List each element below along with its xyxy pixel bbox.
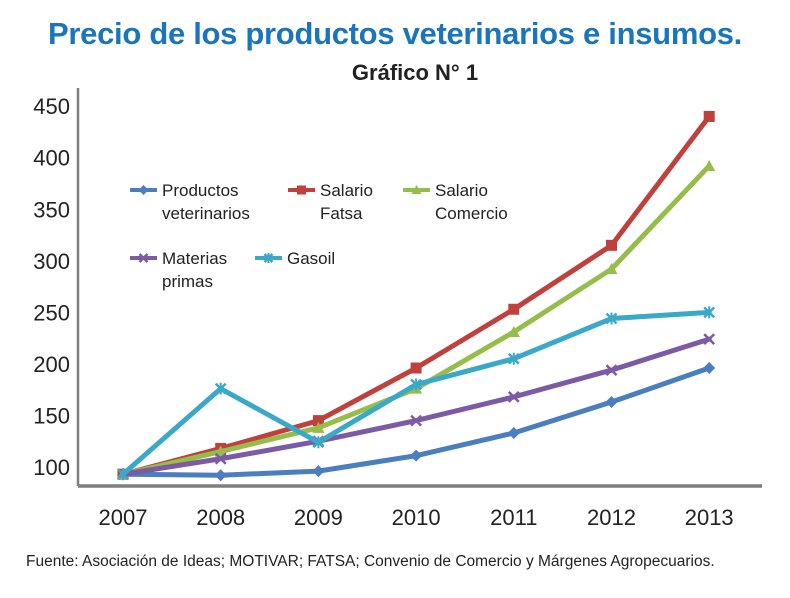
legend-label: Materias (162, 249, 227, 268)
legend-entry: Materias primas (130, 249, 227, 291)
y-tick-label: 150 (33, 403, 70, 428)
series-5 (117, 306, 716, 481)
chart-title: Precio de los productos veterinarios e i… (48, 16, 742, 51)
data-point (138, 185, 149, 195)
data-point (605, 312, 618, 325)
x-tick-label: 2009 (294, 505, 343, 530)
y-tick-label: 200 (33, 352, 70, 377)
data-point (411, 185, 422, 194)
series-2 (117, 110, 715, 480)
data-point (263, 253, 274, 263)
data-point (312, 465, 325, 478)
data-point (703, 110, 715, 122)
x-tick-label: 2011 (490, 505, 537, 530)
data-point (312, 436, 325, 449)
data-point (312, 415, 324, 427)
data-point (214, 469, 227, 482)
legend-label: Salario (435, 181, 488, 200)
y-tick-label: 350 (33, 197, 70, 222)
x-tick-label: 2012 (587, 505, 636, 530)
x-tick-label: 2007 (99, 505, 148, 530)
data-point (605, 364, 618, 376)
legend-label: primas (162, 272, 213, 291)
data-point (214, 445, 227, 457)
data-point (507, 391, 520, 403)
data-point-stroke (507, 391, 520, 403)
legend-entry: Gasoil (255, 249, 335, 268)
legend-label: Gasoil (287, 249, 335, 268)
y-tick-label: 450 (33, 94, 70, 119)
data-point (703, 362, 716, 375)
chart-series (117, 110, 716, 482)
data-point (410, 362, 422, 374)
legend-entry: Salario Fatsa (288, 181, 373, 223)
data-point (605, 263, 618, 275)
legend-entry: Salario Comercio (403, 181, 508, 223)
data-point (410, 414, 422, 427)
data-point-stroke (605, 364, 618, 376)
data-point (117, 468, 129, 481)
data-point (605, 396, 618, 409)
chart-subtitle: Gráfico N° 1 (351, 60, 479, 85)
x-tick-label: 2013 (685, 505, 734, 530)
legend-label: Salario (320, 181, 373, 200)
data-point-stroke (138, 253, 149, 263)
y-tick-label: 250 (33, 300, 70, 325)
legend-entry: Productos veterinarios (130, 181, 250, 223)
data-point (507, 325, 520, 337)
legend-label: Comercio (435, 204, 508, 223)
data-point (214, 382, 227, 395)
y-tick-label: 300 (33, 249, 70, 274)
data-point (508, 303, 520, 315)
y-tick-label: 100 (33, 455, 70, 480)
data-point-stroke (410, 414, 422, 427)
data-point (703, 333, 716, 346)
y-tick-label: 400 (33, 146, 70, 171)
data-point (703, 306, 716, 319)
data-point (410, 378, 422, 391)
chart-legend: ProductosveterinariosSalarioFatsaSalario… (130, 181, 508, 291)
chart-axes: 100 150 200 250 300 350 400 450 2007 2008 2009 2010… (33, 88, 762, 530)
legend-label: veterinarios (162, 204, 250, 223)
data-point (410, 449, 423, 462)
data-point (507, 352, 520, 365)
data-point (138, 253, 149, 263)
chart-source-note: Fuente: Asociación de Ideas; MOTIVAR; FA… (26, 553, 715, 570)
x-tick-label: 2010 (392, 505, 441, 530)
data-point-stroke (703, 333, 716, 346)
data-point-stroke (214, 452, 227, 465)
data-point (297, 185, 306, 195)
x-tick-label: 2008 (196, 505, 245, 530)
data-point (214, 452, 227, 465)
legend-label: Fatsa (320, 204, 363, 223)
data-point (606, 239, 617, 251)
data-point (312, 421, 325, 433)
data-point (507, 426, 520, 439)
legend-label: Productos (162, 181, 239, 200)
data-point (703, 159, 716, 171)
